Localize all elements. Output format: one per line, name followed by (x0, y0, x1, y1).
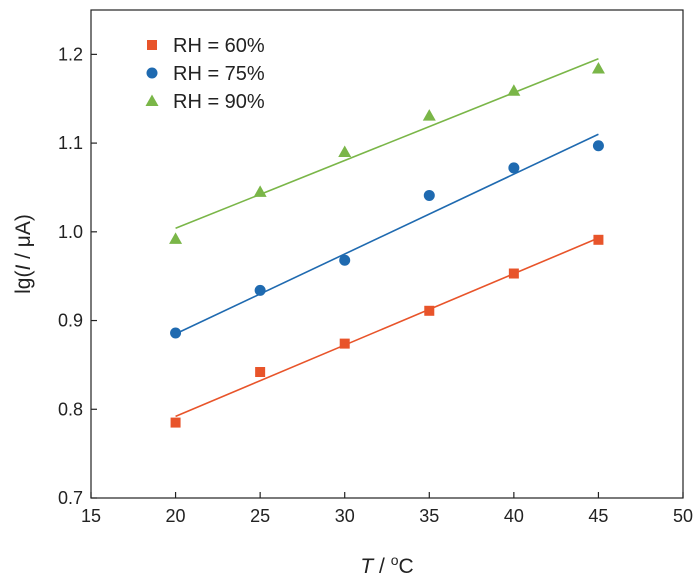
x-tick-label: 20 (166, 506, 186, 526)
data-points (169, 62, 605, 428)
fit-line-series-3 (175, 58, 599, 230)
y-axis-prefix: lg( (12, 271, 35, 294)
legend-label-series-1: RH = 60% (173, 35, 265, 57)
x-axis-separator: / (373, 555, 391, 578)
x-tick-label: 45 (588, 506, 608, 526)
legend-label-series-3: RH = 90% (173, 91, 265, 113)
y-axis: 0.7 0.8 0.9 1.0 1.1 1.2 (58, 44, 97, 508)
x-axis-degree: o (391, 552, 399, 568)
data-point-series-3 (169, 232, 183, 244)
data-point-series-3 (253, 185, 267, 197)
x-tick-label: 50 (673, 506, 693, 526)
data-point-series-2 (423, 189, 435, 201)
legend-marker-series-1 (147, 40, 157, 50)
data-point-series-1 (424, 305, 435, 316)
y-tick-label: 0.9 (58, 311, 83, 331)
data-point-series-2 (254, 284, 266, 296)
data-point-series-3 (422, 109, 436, 121)
legend-marker-series-2 (146, 67, 158, 79)
y-tick-label: 0.8 (58, 399, 83, 419)
x-axis-title: T / oC (360, 552, 413, 578)
plot-frame (90, 9, 684, 499)
y-tick-label: 0.7 (58, 488, 83, 508)
data-point-series-2 (508, 162, 520, 174)
x-tick-label: 40 (504, 506, 524, 526)
x-tick-label: 25 (250, 506, 270, 526)
x-tick-label: 30 (335, 506, 355, 526)
data-point-series-1 (170, 417, 181, 428)
data-point-series-3 (591, 62, 605, 74)
fit-lines (175, 58, 599, 418)
fit-line-series-1 (175, 237, 599, 418)
legend-label-series-2: RH = 75% (173, 63, 265, 85)
y-tick-label: 1.0 (58, 222, 83, 242)
x-axis: 15 20 25 30 35 40 45 50 (81, 492, 693, 526)
x-axis-unit: C (398, 555, 413, 578)
data-point-series-1 (593, 234, 604, 245)
data-point-series-1 (339, 338, 350, 349)
y-axis-title: lg(I / μA) (12, 214, 35, 294)
y-axis-symbol: I (12, 265, 35, 271)
data-point-series-2 (592, 140, 604, 152)
data-point-series-2 (170, 327, 182, 339)
data-point-series-1 (508, 268, 519, 279)
legend-marker-series-3 (145, 94, 159, 106)
x-tick-label: 15 (81, 506, 101, 526)
data-point-series-2 (339, 254, 351, 266)
data-point-series-3 (338, 145, 352, 157)
y-tick-label: 1.2 (58, 44, 83, 64)
x-tick-label: 35 (419, 506, 439, 526)
x-axis-symbol: T (360, 555, 375, 578)
data-point-series-3 (507, 84, 521, 96)
fit-line-series-2 (175, 133, 599, 335)
y-axis-rest: / μA) (12, 214, 35, 265)
legend: RH = 60% RH = 75% RH = 90% (145, 35, 265, 113)
data-point-series-1 (255, 367, 266, 378)
y-tick-label: 1.1 (58, 133, 83, 153)
